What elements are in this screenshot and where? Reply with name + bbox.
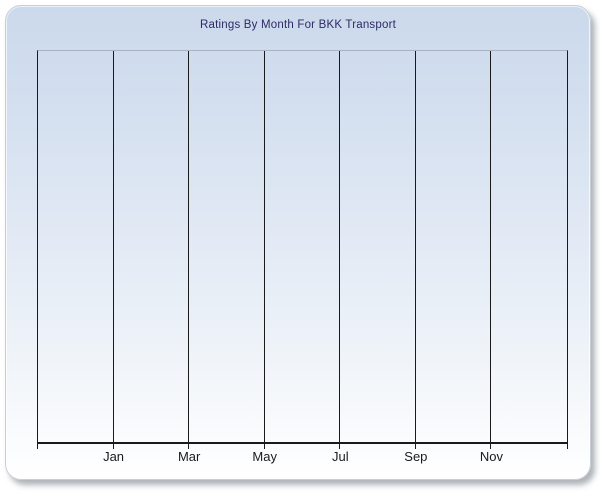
vertical-gridline [263, 51, 265, 442]
x-axis-tick [414, 444, 416, 449]
x-tick-label: Jan [103, 449, 125, 464]
chart-widget: Ratings By Month For BKK Transport Jan M… [5, 5, 591, 480]
x-axis-tick [339, 444, 341, 449]
x-tick-label: Mar [177, 449, 201, 464]
x-axis-tick [490, 444, 492, 449]
x-tick-label: Sep [404, 449, 428, 464]
x-axis-tick [188, 444, 190, 449]
x-axis-labels: Jan Mar May Jul Sep Nov [38, 449, 567, 465]
vertical-gridline [490, 51, 492, 442]
vertical-gridline [414, 51, 416, 442]
x-axis-tick [37, 444, 38, 449]
vertical-gridline [339, 51, 341, 442]
vertical-gridline [112, 51, 114, 442]
chart-title: Ratings By Month For BKK Transport [200, 19, 396, 31]
plot-area: Jan Mar May Jul Sep Nov [37, 50, 568, 464]
x-axis-tick [263, 444, 265, 449]
x-axis-tick [112, 444, 114, 449]
x-tick-label: May [252, 449, 277, 464]
x-axis-tick [567, 444, 568, 449]
x-tick-label: Jul [331, 449, 349, 464]
vertical-gridline [188, 51, 190, 442]
x-tick-label: Nov [479, 449, 503, 464]
